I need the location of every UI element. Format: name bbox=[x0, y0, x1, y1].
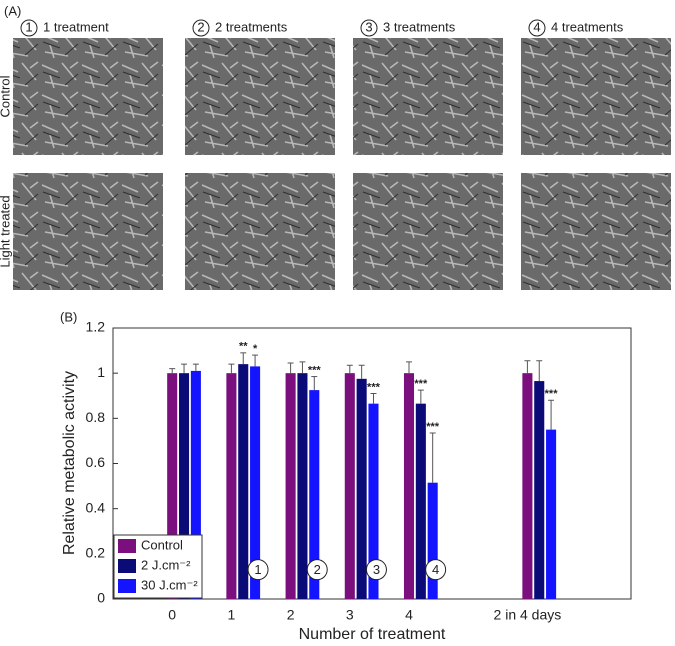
bar bbox=[415, 403, 426, 599]
micrograph bbox=[353, 38, 503, 155]
y-tick-label: 0.6 bbox=[86, 454, 106, 470]
x-tick-label: 4 bbox=[405, 607, 413, 623]
bar bbox=[285, 373, 296, 599]
x-tick-label: 3 bbox=[346, 607, 354, 623]
row-label: Light treated bbox=[0, 195, 12, 267]
bar bbox=[368, 403, 379, 599]
significance: *** bbox=[308, 364, 322, 376]
legend-label: 2 J.cm⁻² bbox=[141, 557, 191, 572]
x-tick-label: 0 bbox=[168, 607, 176, 623]
y-tick-label: 0 bbox=[97, 590, 105, 606]
row-label: Control bbox=[0, 75, 12, 117]
y-tick-label: 0.4 bbox=[86, 499, 106, 515]
bar bbox=[427, 482, 438, 599]
column-number: 3 bbox=[365, 19, 372, 34]
x-tick-label: 1 bbox=[228, 607, 236, 623]
number-circle bbox=[192, 19, 210, 37]
legend-label: 30 J.cm⁻² bbox=[141, 577, 198, 592]
micrograph bbox=[185, 38, 335, 155]
significance: ** bbox=[239, 341, 248, 353]
column-title: 3 treatments bbox=[383, 19, 456, 34]
significance: *** bbox=[414, 378, 428, 390]
marker-label: 4 bbox=[432, 562, 439, 577]
bar bbox=[297, 373, 308, 599]
legend-label: Control bbox=[141, 537, 183, 552]
panel-label: (B) bbox=[60, 309, 77, 324]
number-circle bbox=[20, 19, 38, 37]
marker-circle bbox=[425, 559, 447, 581]
bar bbox=[238, 364, 249, 599]
column-number: 2 bbox=[197, 19, 204, 34]
marker-circle bbox=[365, 559, 387, 581]
bar bbox=[179, 373, 190, 599]
bar bbox=[309, 390, 320, 599]
bar bbox=[546, 429, 557, 599]
y-tick-label: 1 bbox=[97, 364, 105, 380]
legend-swatch bbox=[118, 559, 136, 573]
legend-swatch bbox=[118, 579, 136, 593]
micrograph bbox=[13, 173, 163, 290]
marker-circle bbox=[306, 559, 328, 581]
column-number: 1 bbox=[25, 19, 32, 34]
plot: 00.20.40.60.811.20 1 2 3 4 2 in 4 days*******… bbox=[86, 319, 632, 623]
x-axis-label: Number of treatment bbox=[299, 626, 446, 643]
marker-circle bbox=[247, 559, 269, 581]
x-tick-label: 2 bbox=[287, 607, 295, 623]
number-circle bbox=[360, 19, 378, 37]
y-axis-label: Relative metabolic activity bbox=[61, 371, 78, 555]
legend-swatch bbox=[118, 539, 136, 553]
significance: *** bbox=[545, 388, 559, 400]
significance: *** bbox=[426, 421, 440, 433]
bar bbox=[167, 373, 178, 599]
significance: *** bbox=[367, 381, 381, 393]
x-tick-label: 2 in 4 days bbox=[494, 607, 562, 623]
micrograph bbox=[353, 173, 503, 290]
significance: * bbox=[253, 343, 258, 355]
micrograph bbox=[521, 38, 671, 155]
micrograph bbox=[13, 38, 163, 155]
micrograph bbox=[185, 173, 335, 290]
column-number: 4 bbox=[533, 19, 540, 34]
y-tick-label: 0.8 bbox=[86, 409, 106, 425]
bar bbox=[344, 373, 355, 599]
bar bbox=[250, 366, 261, 599]
y-tick-label: 1.2 bbox=[86, 319, 106, 335]
column-title: 4 treatments bbox=[551, 19, 624, 34]
marker-label: 3 bbox=[373, 562, 380, 577]
bar bbox=[226, 373, 237, 599]
marker-label: 1 bbox=[254, 562, 261, 577]
bar bbox=[403, 373, 415, 599]
column-title: 1 treatment bbox=[43, 19, 109, 34]
legend: Control 2 J.cm⁻² 30 J.cm⁻² bbox=[113, 534, 203, 599]
y-tick-label: 0.2 bbox=[86, 545, 106, 561]
bar bbox=[534, 381, 545, 599]
panel-label: (A) bbox=[4, 3, 21, 18]
column-title: 2 treatments bbox=[215, 19, 288, 34]
bar bbox=[356, 378, 367, 599]
panel-a: 1 1 treatment 2 2 treatments 3 3 treatments 4 4… bbox=[0, 19, 671, 290]
micrograph bbox=[521, 173, 671, 290]
marker-label: 2 bbox=[314, 562, 321, 577]
bar bbox=[190, 370, 201, 599]
bar bbox=[522, 373, 533, 599]
number-circle bbox=[528, 19, 546, 37]
